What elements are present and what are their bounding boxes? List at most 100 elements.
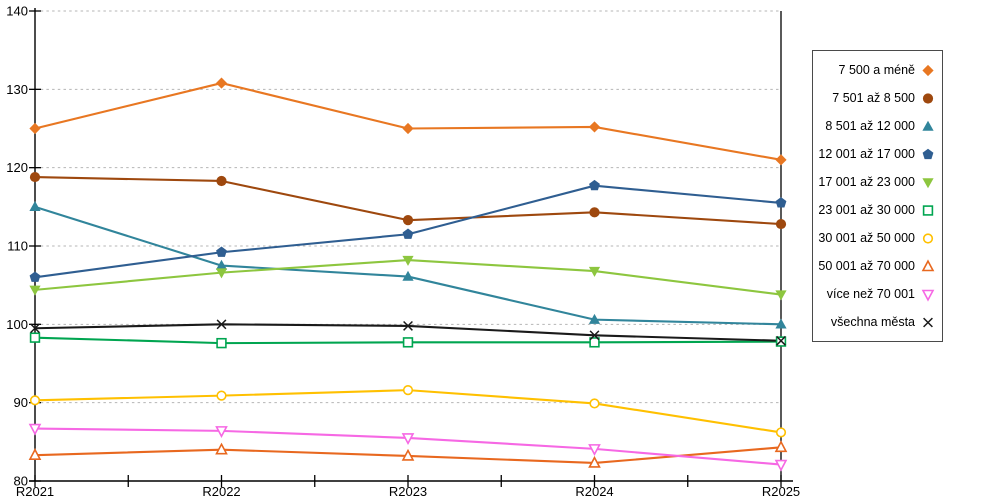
triangle-down-marker <box>921 289 935 302</box>
triangle-down-marker <box>774 459 788 472</box>
square-marker <box>589 337 600 348</box>
legend-item-5: 23 001 až 30 000 <box>813 203 942 218</box>
x-legend-icon <box>923 317 933 327</box>
square-legend-icon <box>922 204 934 216</box>
triangle-up-marker <box>774 440 788 453</box>
pentagon-marker <box>922 148 934 159</box>
circle-marker <box>922 232 934 244</box>
diamond-marker <box>215 77 228 89</box>
triangle-up-marker <box>588 313 601 324</box>
legend-item-0: 7 500 a méně <box>813 63 942 78</box>
legend-item-6: 30 001 až 50 000 <box>813 231 942 246</box>
legend: 7 500 a méně 7 501 až 8 500 8 501 až 12 00… <box>812 50 943 342</box>
diamond-legend-icon <box>922 64 934 76</box>
series-line-6 <box>34 389 782 434</box>
circle-marker <box>922 92 934 104</box>
triangle-up-legend-icon <box>921 258 935 271</box>
diamond-marker <box>29 122 41 135</box>
circle-marker <box>29 171 41 183</box>
diamond-marker <box>922 64 934 76</box>
legend-label: 30 001 až 50 000 <box>818 230 915 245</box>
x-tick-label: R2022 <box>202 484 240 499</box>
circle-marker <box>402 385 414 396</box>
diamond-marker <box>588 121 601 133</box>
pentagon-marker <box>775 197 787 208</box>
x-marker <box>589 330 600 341</box>
triangle-up-marker <box>215 442 228 455</box>
y-tick-label: 110 <box>7 239 28 254</box>
diamond-marker <box>775 154 787 166</box>
y-tick-label: 100 <box>6 317 28 332</box>
triangle-up-marker <box>588 455 601 468</box>
legend-item-4: 17 001 až 23 000 <box>813 175 942 190</box>
x-marker <box>30 323 40 334</box>
circle-marker <box>402 215 414 226</box>
triangle-down-marker <box>401 433 415 446</box>
y-tick-label: 80 <box>14 474 28 489</box>
legend-item-9: všechna města <box>813 315 942 330</box>
x-tick-label: R2023 <box>389 484 427 499</box>
legend-label: 23 001 až 30 000 <box>818 202 915 217</box>
triangle-down-marker <box>215 268 228 279</box>
triangle-up-marker <box>29 201 41 212</box>
circle-legend-icon <box>922 92 934 104</box>
legend-label: 50 001 až 70 000 <box>818 258 915 273</box>
triangle-down-marker <box>402 255 414 266</box>
triangle-up-marker <box>401 448 415 461</box>
legend-item-3: 12 001 až 17 000 <box>813 147 942 162</box>
pentagon-marker <box>589 179 600 191</box>
square-marker <box>922 204 934 216</box>
pentagon-marker <box>402 228 414 239</box>
y-tick-label: 140 <box>6 4 28 19</box>
x-marker <box>923 317 933 327</box>
legend-item-1: 7 501 až 8 500 <box>813 91 942 106</box>
pentagon-legend-icon <box>922 148 934 159</box>
diamond-marker <box>402 122 414 135</box>
pentagon-marker <box>216 246 227 257</box>
circle-marker <box>216 390 227 401</box>
triangle-up-marker <box>28 448 42 460</box>
legend-label: všechna města <box>830 314 915 329</box>
triangle-up-legend-icon <box>922 120 934 131</box>
pentagon-marker <box>29 271 41 282</box>
x-marker <box>776 335 786 346</box>
legend-item-8: více než 70 001 <box>813 287 942 302</box>
legend-label: 7 500 a méně <box>838 62 915 77</box>
triangle-up-marker <box>402 270 414 281</box>
triangle-down-legend-icon <box>921 289 935 302</box>
square-marker <box>216 337 227 349</box>
x-tick-label: R2021 <box>16 484 54 499</box>
circle-marker <box>29 395 41 406</box>
circle-marker <box>589 207 600 218</box>
square-marker <box>402 337 414 348</box>
triangle-down-marker <box>28 423 42 436</box>
triangle-down-marker <box>29 285 41 296</box>
circle-marker <box>775 427 787 438</box>
triangle-down-marker <box>922 177 934 188</box>
legend-label: 17 001 až 23 000 <box>818 174 915 189</box>
x-marker <box>216 319 227 330</box>
triangle-up-marker <box>922 120 934 131</box>
x-tick-label: R2024 <box>575 484 613 499</box>
circle-marker <box>775 218 787 230</box>
legend-label: 12 001 až 17 000 <box>818 146 915 161</box>
y-tick-label: 120 <box>6 160 28 175</box>
x-tick-label: R2025 <box>762 484 800 499</box>
y-tick-label: 130 <box>6 82 28 97</box>
legend-item-7: 50 001 až 70 000 <box>813 258 942 274</box>
triangle-up-marker <box>921 258 935 271</box>
series-line-0 <box>34 82 782 161</box>
triangle-down-legend-icon <box>922 177 934 188</box>
y-tick-label: 90 <box>14 395 28 410</box>
legend-item-2: 8 501 až 12 000 <box>813 119 942 134</box>
circle-marker <box>589 398 600 409</box>
square-marker <box>29 332 41 343</box>
circle-legend-icon <box>922 232 934 244</box>
triangle-up-marker <box>215 259 228 270</box>
legend-label: 7 501 až 8 500 <box>832 90 915 105</box>
legend-label: 8 501 až 12 000 <box>825 118 915 133</box>
triangle-down-marker <box>588 444 601 456</box>
triangle-down-marker <box>215 426 228 438</box>
